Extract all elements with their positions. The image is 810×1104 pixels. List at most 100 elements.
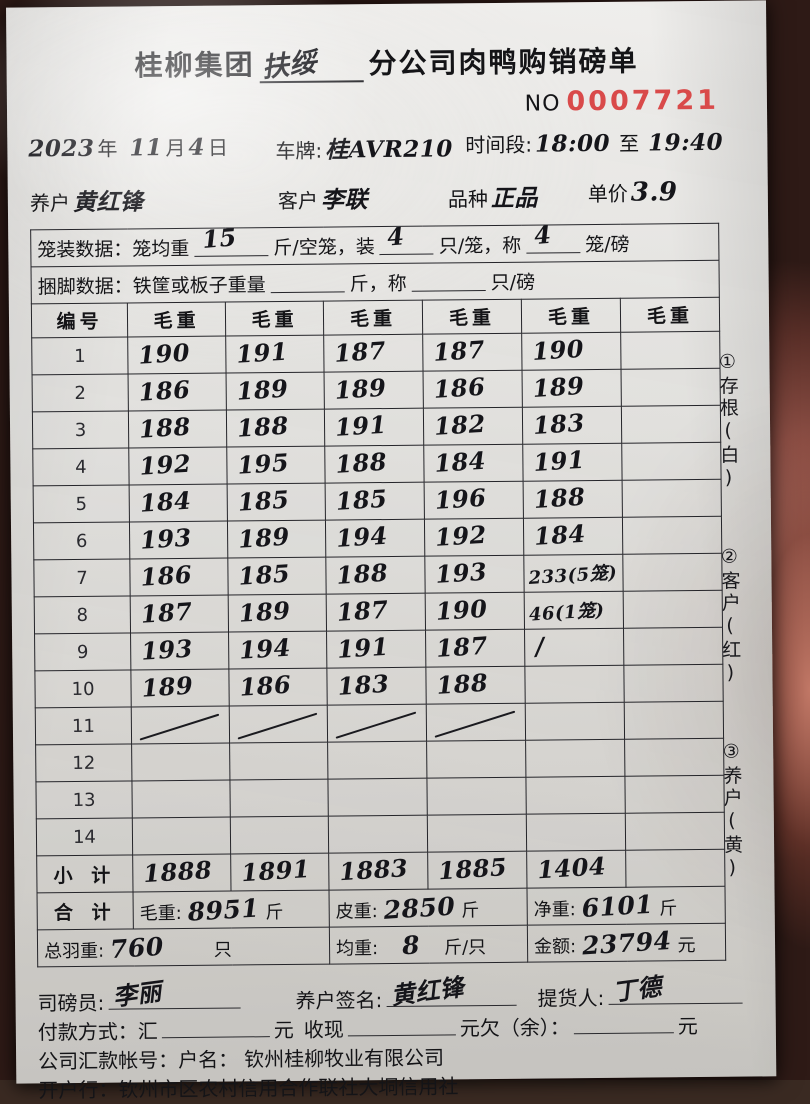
- no-value: 0007721: [566, 85, 719, 117]
- weight-cell: [327, 704, 426, 742]
- weight-cell: 187: [423, 333, 522, 371]
- weight-cell: 191: [324, 408, 423, 446]
- foot-cage-label: 铁筐或板子重量: [133, 270, 266, 298]
- cage-weigh-unit: 笼/磅: [585, 229, 630, 256]
- row-number: 8: [34, 596, 130, 634]
- weight-cell: [132, 743, 230, 781]
- weight-cell: 189: [228, 594, 326, 632]
- weight-value: 185: [237, 485, 290, 517]
- row-number: 1: [32, 337, 128, 375]
- amount-unit: 元: [678, 935, 696, 956]
- weight-value: 194: [335, 521, 388, 553]
- info-line-date: 2023 年 11 月 4 日 车牌: 桂AVR210 时间段: 18:00 至…: [17, 127, 737, 168]
- date-year-value: 2023: [28, 135, 94, 163]
- no-label: NO: [525, 91, 561, 116]
- cage-load-value: 4: [387, 221, 406, 251]
- weight-value: 189: [334, 373, 387, 405]
- avg-weight-value: 8: [401, 930, 421, 960]
- row-number: 2: [32, 374, 128, 412]
- bank-label: 开户行：: [38, 1074, 118, 1104]
- weight-value: 187: [432, 335, 485, 367]
- net-weight-unit: 斤: [659, 898, 677, 919]
- weight-cell: [625, 775, 724, 813]
- weight-cell: 189: [227, 520, 325, 558]
- cage-avg-unit: 斤/空笼，: [273, 232, 356, 260]
- weighing-table: 笼装数据： 笼均重 15 斤/空笼， 装 4 只/笼， 称 4: [30, 223, 726, 968]
- payment-label: 付款方式：: [38, 1015, 138, 1045]
- weight-cell: [427, 814, 526, 852]
- weight-value: 184: [139, 486, 192, 518]
- weight-value: 193: [140, 634, 193, 666]
- weight-cell: 185: [325, 482, 424, 520]
- weight-value: 189: [238, 596, 291, 628]
- date-year-unit: 年: [97, 133, 117, 162]
- weight-cell: 185: [228, 557, 326, 595]
- foot-weigh-unit: 只/磅: [491, 267, 536, 294]
- branch-blank: 扶绥: [259, 52, 363, 83]
- cage-weigh-value: 4: [533, 220, 552, 250]
- foot-cage-blank: [271, 272, 345, 293]
- col-header-5: 毛重: [521, 298, 620, 333]
- cash-unit: 元: [460, 1012, 480, 1041]
- weight-value: 191: [235, 337, 288, 369]
- gross-weight-value: 8951: [187, 893, 260, 926]
- cage-data-label: 笼装数据：: [37, 234, 132, 262]
- weight-cell: 233(5笼): [524, 554, 623, 592]
- total-count-unit: 只: [214, 939, 232, 960]
- strikethrough-mark: [139, 713, 219, 740]
- farmer-sign-label: 养户签名:: [295, 984, 382, 1014]
- col-header-4: 毛重: [422, 299, 521, 334]
- row-number: 14: [36, 818, 132, 856]
- owe-unit: 元: [678, 1010, 698, 1039]
- tare-weight-label: 皮重:: [336, 901, 378, 922]
- weight-cell: [625, 738, 724, 776]
- row-number: 5: [33, 485, 129, 523]
- weight-value: 187: [333, 336, 386, 368]
- weight-value: /: [534, 631, 545, 661]
- cage-weigh-label: 称: [502, 230, 521, 257]
- row-number: 12: [36, 744, 132, 782]
- weight-cell: 193: [425, 555, 524, 593]
- foot-data-label: 捆脚数据：: [38, 271, 133, 299]
- bank-row: 开户行： 钦州市区农村信用合作联社大垌信用社: [38, 1067, 758, 1103]
- owe-blank: [574, 1011, 674, 1034]
- weight-value: 188: [335, 447, 388, 479]
- cage-avg-value: 15: [201, 222, 238, 254]
- farmer-field: 养户 黄红锋: [30, 182, 147, 217]
- weight-cell: [525, 702, 624, 740]
- transfer-label: 汇: [138, 1015, 158, 1044]
- plate-label: 车牌:: [275, 135, 322, 164]
- weight-cell: [622, 442, 721, 480]
- total-count-label: 总羽重:: [44, 940, 104, 962]
- weight-value: 191: [533, 445, 586, 477]
- weight-value: 186: [239, 670, 292, 702]
- date-month-unit: 月: [165, 132, 185, 161]
- farmer-sign-field: 养户签名: 黄红锋: [295, 983, 520, 1014]
- breed-value: 正品: [491, 179, 538, 213]
- weight-value: 187: [435, 631, 488, 663]
- weigher-blank: 李丽: [108, 986, 240, 1009]
- weight-cell: /: [525, 628, 624, 666]
- weight-cell: [132, 817, 230, 855]
- weight-cell: [624, 627, 723, 665]
- weight-cell: [621, 331, 720, 369]
- weight-cell: [525, 665, 624, 703]
- tare-weight-unit: 斤: [461, 900, 479, 921]
- cash-blank: [348, 1013, 456, 1036]
- weight-cell: 189: [131, 669, 229, 707]
- weight-cell: 190: [128, 336, 226, 374]
- weight-cell: 186: [229, 668, 327, 706]
- row-number: 10: [35, 670, 131, 708]
- weight-cell: [624, 701, 723, 739]
- weight-cell: [526, 739, 625, 777]
- subtotal-cell-2: 1883: [329, 852, 428, 890]
- picker-label: 提货人:: [537, 982, 604, 1012]
- weight-cell: 185: [227, 483, 325, 521]
- weighing-slip-paper: 桂柳集团 扶绥 分公司肉鸭购销磅单 NO 0007721 2023 年 11 月…: [6, 0, 776, 1083]
- weight-cell: 188: [325, 445, 424, 483]
- weight-value: 192: [139, 449, 192, 481]
- subtotal-value-4: 1404: [536, 851, 606, 884]
